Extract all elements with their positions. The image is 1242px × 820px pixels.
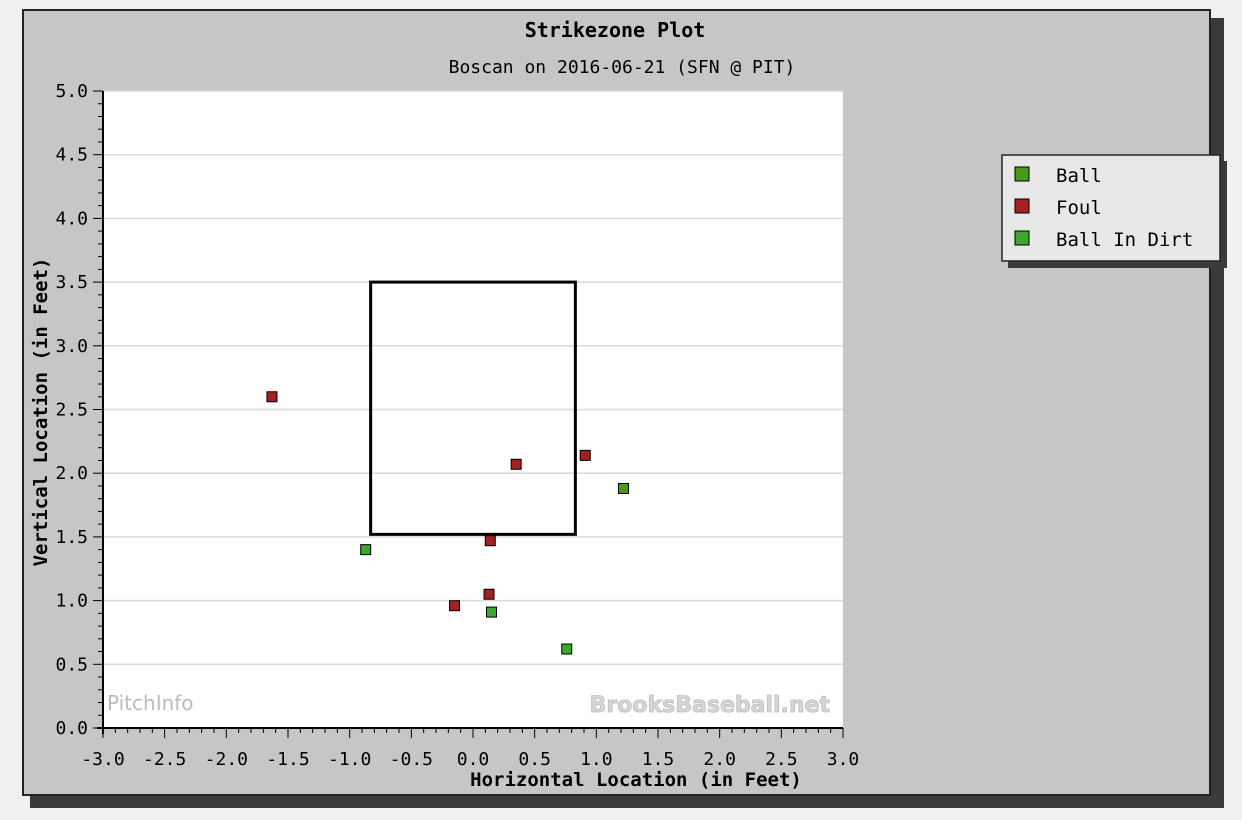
x-tick-label: 3.0 <box>827 749 860 770</box>
strike-zone-box <box>369 280 577 536</box>
y-tick-label: 4.0 <box>55 208 88 229</box>
pitch-points <box>266 391 629 655</box>
legend-box <box>1001 154 1221 262</box>
y-tick-label: 5.0 <box>55 81 88 102</box>
y-tick-label: 3.0 <box>55 336 88 357</box>
chart-title: Strikezone Plot <box>525 18 706 42</box>
watermark-brooksbaseball: BrooksBaseball.net <box>590 693 831 718</box>
y-tick-label: 3.5 <box>55 272 88 293</box>
axes: -3.0 -2.5 -2.0 -1.5 -1.0 -0.5 0.0 0.5 1.0 1.5 2.0 2… <box>55 81 859 770</box>
chart-subtitle: Boscan on 2016-06-21 (SFN @ PIT) <box>449 57 796 78</box>
x-tick-label: 1.0 <box>580 749 613 770</box>
pitch-point-ball-in-dirt <box>486 606 497 618</box>
pitch-point-ball-in-dirt <box>561 643 573 655</box>
pitch-point-foul <box>484 535 496 547</box>
legend-swatch-ball <box>1014 166 1030 182</box>
y-tick-label: 0.5 <box>55 654 88 675</box>
x-tick-label: 2.0 <box>703 749 736 770</box>
pitch-point-foul <box>579 449 591 461</box>
x-tick-label: 0.5 <box>518 749 551 770</box>
legend-label-ball-in-dirt: Ball In Dirt <box>1056 229 1193 251</box>
legend-label-ball: Ball <box>1056 165 1102 187</box>
x-tick-label: -1.5 <box>266 749 309 770</box>
y-tick-label: 2.5 <box>55 400 88 421</box>
pitch-point-foul <box>483 588 495 600</box>
y-tick-label: 1.0 <box>55 591 88 612</box>
pitch-point-ball-in-dirt <box>360 544 372 556</box>
y-tick-label: 4.5 <box>55 145 88 166</box>
y-tick-label: 2.0 <box>55 463 88 484</box>
x-tick-label: 0.0 <box>457 749 490 770</box>
x-axis-label: Horizontal Location (in Feet) <box>470 769 802 791</box>
pitch-point-foul <box>449 600 460 612</box>
pitch-point-ball <box>617 482 629 494</box>
grid-lines <box>103 90 843 666</box>
legend-label-foul: Foul <box>1056 197 1102 219</box>
x-tick-label: 2.5 <box>765 749 798 770</box>
pitch-point-foul <box>510 458 522 470</box>
legend-swatch-foul <box>1014 198 1030 214</box>
pitch-point-foul <box>266 391 278 403</box>
watermark-pitchinfo: PitchInfo <box>107 691 194 715</box>
x-tick-label: 1.5 <box>642 749 675 770</box>
legend-swatch-ball-in-dirt <box>1014 230 1030 246</box>
y-tick-label: 1.5 <box>55 527 88 548</box>
x-tick-label: -3.0 <box>81 749 124 770</box>
x-tick-label: -2.0 <box>205 749 248 770</box>
x-tick-label: -0.5 <box>390 749 433 770</box>
x-tick-label: -2.5 <box>143 749 186 770</box>
y-axis-label: Vertical Location (in Feet) <box>30 258 52 567</box>
y-tick-label: 0.0 <box>55 718 88 739</box>
x-tick-label: -1.0 <box>328 749 371 770</box>
legend: Ball Foul Ball In Dirt <box>1001 154 1227 268</box>
